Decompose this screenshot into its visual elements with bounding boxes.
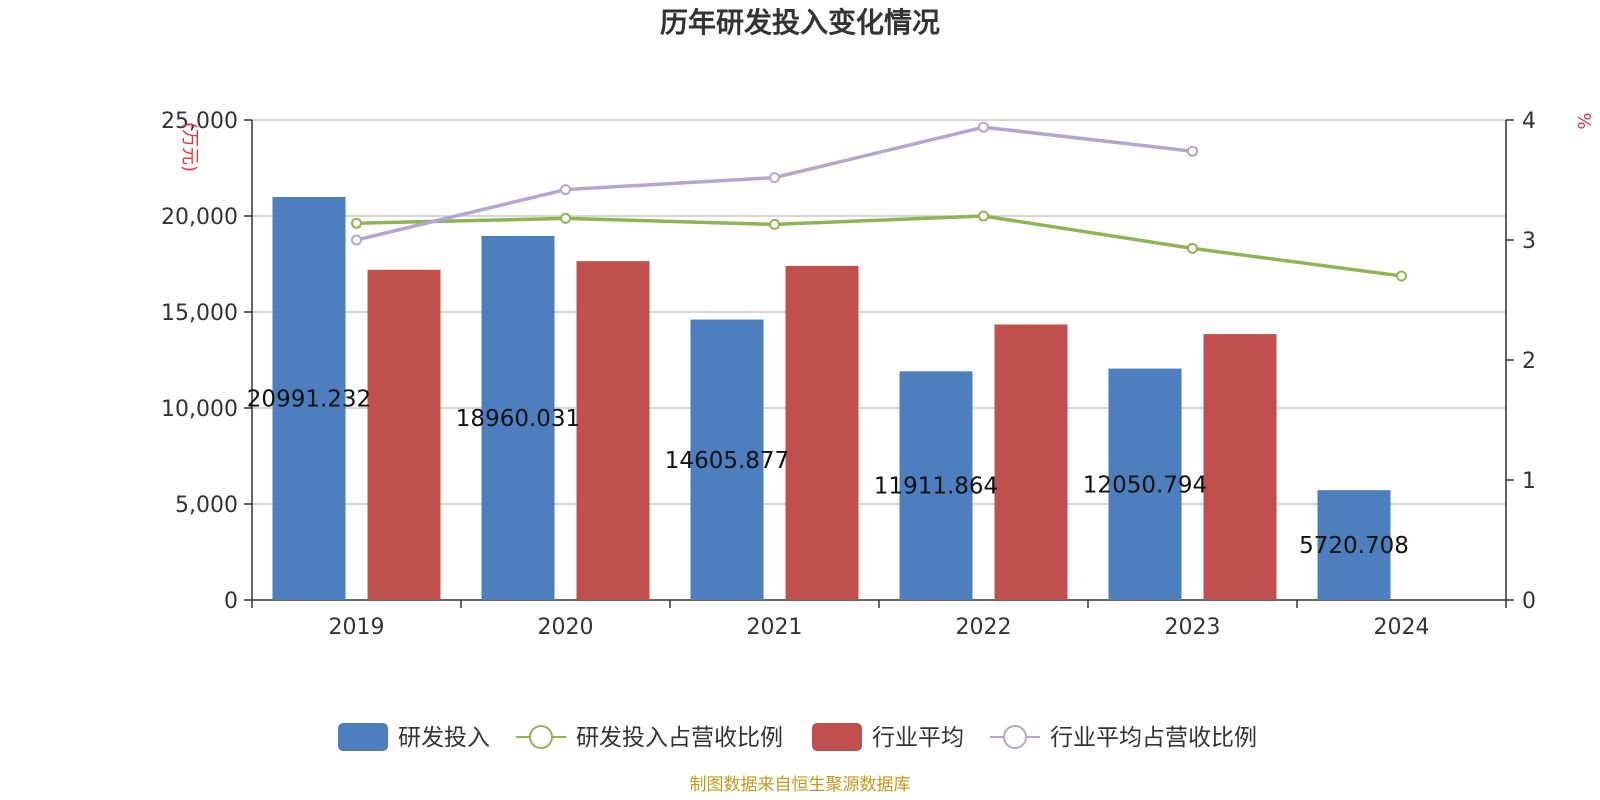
bar-rd-investment <box>481 235 555 600</box>
bar-value-label: 11911.864 <box>874 474 998 500</box>
right-tick-label: 2 <box>1522 349 1536 374</box>
point-rd-ratio <box>978 210 989 222</box>
bar-value-label: 12050.794 <box>1083 472 1207 498</box>
x-tick-label: 2024 <box>1374 615 1430 640</box>
x-tick-label: 2023 <box>1165 615 1221 640</box>
bar-industry-average <box>1203 334 1277 600</box>
point-industry-ratio <box>978 121 989 133</box>
left-tick-label: 0 <box>224 589 238 614</box>
bar-rd-investment <box>899 371 973 600</box>
bar-rd-investment <box>272 196 346 601</box>
point-rd-ratio <box>1396 270 1407 282</box>
x-tick-label: 2022 <box>956 615 1012 640</box>
data-labels: 20991.232 18960.031 14605.877 11911.864 1205… <box>247 386 1409 559</box>
left-tick-label: 5,000 <box>175 493 238 518</box>
left-tick-label: 15,000 <box>161 301 238 326</box>
left-axis-unit: (万元) <box>179 122 200 172</box>
bar-rd-investment <box>690 319 764 600</box>
bar-industry-average <box>785 265 859 600</box>
legend-label: 研发投入占营收比例 <box>576 725 783 751</box>
right-tick-label: 1 <box>1522 469 1536 494</box>
right-tick-label: 3 <box>1522 229 1536 254</box>
point-industry-ratio <box>1187 145 1198 157</box>
x-tick-label: 2020 <box>538 615 594 640</box>
bar-value-label: 18960.031 <box>456 406 580 432</box>
point-rd-ratio <box>769 218 780 230</box>
legend-swatch-marker <box>1003 725 1027 749</box>
axes: 0 5,000 10,000 15,000 20,000 25,000 0 1 2 3 4 2019 2… <box>161 109 1536 640</box>
point-industry-ratio <box>351 234 362 246</box>
point-rd-ratio <box>560 212 571 224</box>
x-tick-label: 2021 <box>747 615 803 640</box>
bar-industry-average <box>367 269 441 600</box>
bar-industry-average <box>994 324 1068 600</box>
left-tick-label: 20,000 <box>161 205 238 230</box>
line-rd-ratio <box>356 214 1402 278</box>
right-axis-unit: % <box>1573 112 1594 129</box>
right-tick-label: 4 <box>1522 109 1536 134</box>
bar-value-label: 14605.877 <box>665 448 789 474</box>
right-tick-label: 0 <box>1522 589 1536 614</box>
bar-industry-average <box>576 261 650 600</box>
point-rd-ratio <box>351 217 362 229</box>
lines <box>351 121 1407 282</box>
point-industry-ratio <box>560 184 571 196</box>
bar-rd-investment <box>1108 368 1182 600</box>
legend-label: 行业平均 <box>872 725 964 751</box>
legend-swatch-marker <box>529 725 553 749</box>
point-industry-ratio <box>769 172 780 184</box>
bar-value-label: 20991.232 <box>247 386 371 412</box>
bars <box>272 196 1391 601</box>
legend-swatch-bar <box>338 723 388 751</box>
source-note: 制图数据来自恒生聚源数据库 <box>690 775 911 795</box>
chart-title: 历年研发投入变化情况 <box>660 6 940 39</box>
bar-rd-investment <box>1317 490 1391 600</box>
legend: 研发投入 研发投入占营收比例 行业平均 行业平均占营收比例 <box>338 723 1257 751</box>
legend-label: 研发投入 <box>398 725 490 751</box>
left-tick-label: 25,000 <box>161 109 238 134</box>
bar-value-label: 5720.708 <box>1299 533 1409 559</box>
legend-label: 行业平均占营收比例 <box>1050 725 1257 751</box>
point-rd-ratio <box>1187 242 1198 254</box>
legend-swatch-bar <box>812 723 862 751</box>
left-tick-label: 10,000 <box>161 397 238 422</box>
x-tick-label: 2019 <box>329 615 385 640</box>
